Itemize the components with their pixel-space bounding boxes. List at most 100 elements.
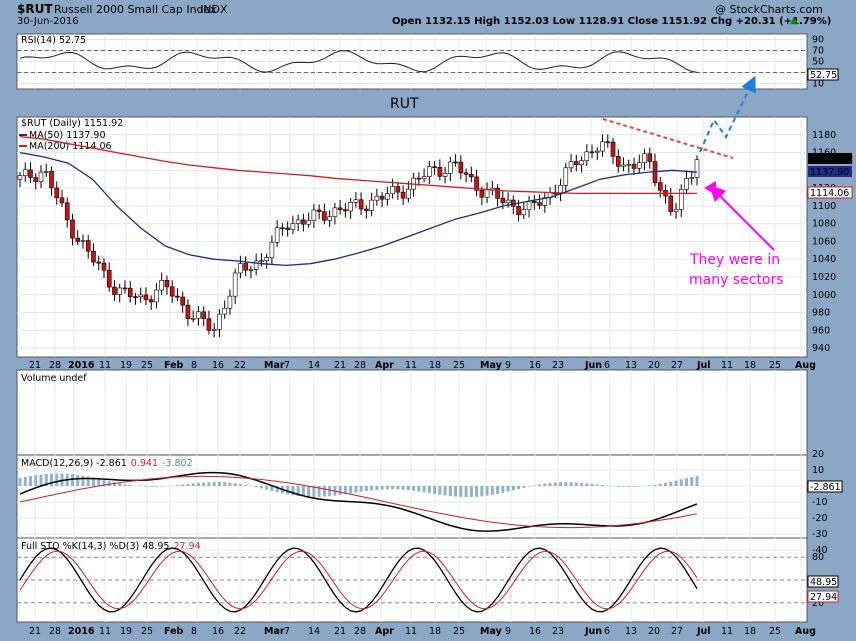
x-tick-label: 14 bbox=[308, 360, 320, 371]
macd-histogram-bar bbox=[658, 483, 662, 486]
candle bbox=[138, 294, 144, 298]
macd-histogram-bar bbox=[223, 482, 227, 486]
macd-histogram-bar bbox=[564, 482, 568, 486]
x-tick-label: 14 bbox=[308, 626, 320, 637]
macd-histogram-bar bbox=[191, 483, 195, 486]
svg-text:27.94: 27.94 bbox=[810, 592, 837, 603]
macd-histogram-bar bbox=[448, 486, 452, 497]
candle bbox=[253, 260, 259, 270]
macd-histogram-bar bbox=[601, 485, 605, 486]
macd-histogram-bar bbox=[433, 486, 437, 494]
gridlines bbox=[17, 34, 807, 622]
macd-histogram-bar bbox=[443, 486, 447, 496]
macd-histogram-bar bbox=[328, 486, 332, 497]
candle bbox=[621, 164, 626, 167]
candle bbox=[154, 289, 159, 303]
x-tick-label: 6 bbox=[604, 626, 610, 637]
candle bbox=[70, 219, 75, 239]
candle bbox=[295, 219, 301, 224]
macd-histogram-bar bbox=[396, 486, 400, 490]
macd-tick: -20 bbox=[812, 513, 828, 524]
candle bbox=[642, 153, 647, 163]
candle bbox=[301, 219, 306, 225]
macd-histogram-bar bbox=[265, 486, 269, 490]
macd-histogram-bar bbox=[212, 482, 216, 486]
candle bbox=[28, 169, 33, 178]
x-tick-label: 11 bbox=[99, 360, 111, 371]
price-tick: 960 bbox=[812, 325, 830, 336]
symbol: $RUT bbox=[17, 2, 53, 16]
candle bbox=[17, 175, 23, 180]
macd-histogram-bar bbox=[427, 486, 431, 494]
candle bbox=[227, 295, 233, 309]
candle bbox=[332, 207, 338, 217]
macd-histogram-bar bbox=[154, 486, 158, 487]
sto-tick: 80 bbox=[812, 552, 824, 563]
macd-histogram-bar bbox=[553, 482, 557, 486]
x-tick-label: 2016 bbox=[68, 360, 95, 371]
macd-histogram-bar bbox=[270, 486, 274, 491]
x-tick-label: Aug bbox=[795, 360, 816, 371]
candle bbox=[164, 280, 170, 288]
rsi-tag: 52.75 bbox=[807, 68, 839, 81]
x-tick-label: 11 bbox=[721, 626, 733, 637]
candle bbox=[106, 269, 112, 288]
x-tick-label: 25 bbox=[769, 360, 781, 371]
x-tick-label: 11 bbox=[405, 360, 417, 371]
candle bbox=[185, 304, 191, 319]
candle bbox=[610, 141, 616, 157]
candle bbox=[148, 299, 154, 303]
macd-signal-line bbox=[19, 475, 698, 529]
macd-histogram-bar bbox=[622, 486, 626, 487]
macd-histogram-bar bbox=[506, 486, 510, 492]
candle bbox=[563, 167, 569, 186]
sto-d-line bbox=[19, 550, 698, 610]
candle bbox=[96, 261, 102, 264]
x-tick-label: 28 bbox=[354, 626, 366, 637]
macd-histogram-bar bbox=[70, 474, 74, 486]
macd-histogram-bar bbox=[417, 486, 421, 492]
candle bbox=[400, 191, 406, 199]
macd-histogram-bar bbox=[401, 486, 405, 490]
macd-histogram-bar bbox=[459, 486, 463, 497]
macd-histogram-bar bbox=[244, 484, 248, 486]
rsi-tick: 70 bbox=[812, 46, 824, 57]
candle bbox=[379, 195, 385, 200]
x-tick-label: 28 bbox=[49, 626, 61, 637]
candle bbox=[668, 195, 674, 212]
candle bbox=[101, 262, 107, 271]
macd-histogram-bar bbox=[338, 486, 342, 495]
annotation-pointer-icon bbox=[709, 185, 775, 251]
sto-series bbox=[19, 547, 698, 613]
macd-histogram-bar bbox=[81, 475, 85, 486]
candle bbox=[343, 209, 348, 212]
macd-histogram-bar bbox=[97, 478, 101, 486]
x-tick-label: 22 bbox=[234, 626, 246, 637]
candle bbox=[421, 176, 427, 179]
svg-text:1114.06: 1114.06 bbox=[810, 188, 849, 199]
macd-line bbox=[19, 471, 698, 532]
macd-histogram-bar bbox=[690, 477, 694, 486]
y-axis-ticks: 9070503010118011601140112011001080106010… bbox=[812, 35, 836, 609]
rsi-tick: 50 bbox=[812, 57, 824, 68]
x-tick-label: Aug bbox=[795, 626, 816, 637]
candle bbox=[532, 200, 537, 203]
candle bbox=[311, 209, 317, 221]
macd-tick: 10 bbox=[812, 465, 824, 476]
x-tick-label: 13 bbox=[625, 626, 637, 637]
candle bbox=[432, 166, 437, 168]
macd-histogram-bar bbox=[286, 486, 290, 495]
candle bbox=[600, 141, 605, 152]
candle bbox=[657, 182, 663, 191]
candle bbox=[64, 202, 70, 221]
x-tick-label: 9 bbox=[505, 360, 511, 371]
x-tick-label: 23 bbox=[552, 360, 564, 371]
macd-histogram-bar bbox=[102, 479, 106, 486]
macd-histogram-bar bbox=[685, 478, 689, 486]
x-tick-label: 19 bbox=[120, 360, 132, 371]
x-tick-label: 7 bbox=[284, 360, 290, 371]
macd-tag: -2.861 bbox=[807, 480, 843, 493]
rsi-line bbox=[19, 50, 698, 73]
candle bbox=[463, 172, 469, 175]
rsi-series bbox=[19, 50, 698, 73]
